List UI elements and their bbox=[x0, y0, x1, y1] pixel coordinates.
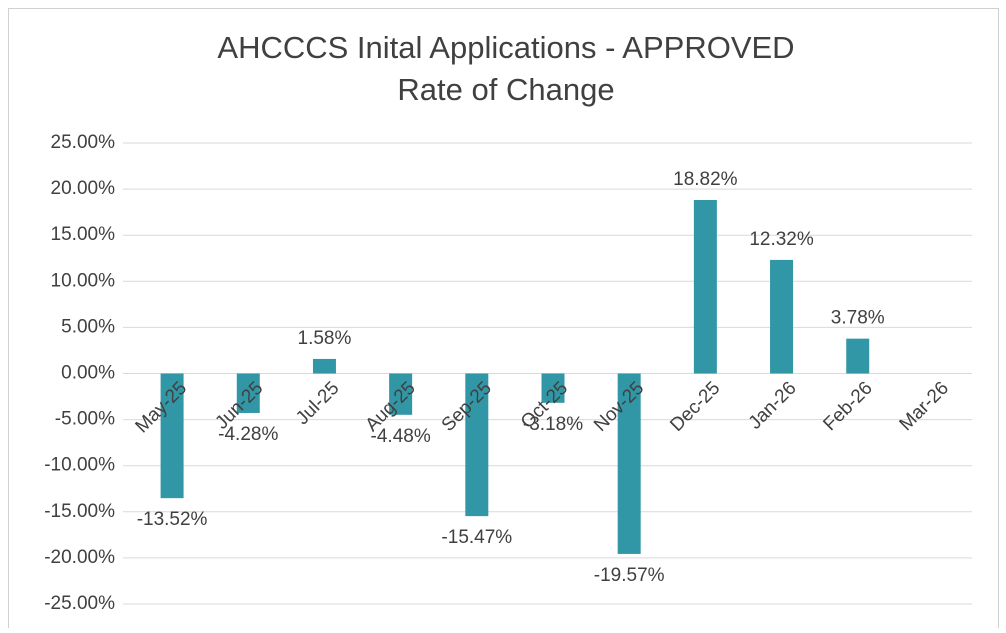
data-label: -13.52% bbox=[137, 509, 208, 530]
data-label: -4.48% bbox=[371, 426, 431, 447]
data-label: 18.82% bbox=[673, 169, 738, 190]
bar bbox=[465, 373, 489, 517]
bar bbox=[312, 358, 336, 374]
bar bbox=[846, 338, 870, 374]
data-label: 3.78% bbox=[831, 308, 885, 329]
y-tick-label: 25.00% bbox=[51, 132, 116, 153]
y-tick-label: 20.00% bbox=[51, 178, 116, 199]
bar bbox=[389, 373, 413, 415]
bar bbox=[236, 373, 260, 413]
data-label: -3.18% bbox=[523, 414, 583, 435]
bar bbox=[617, 373, 641, 554]
data-label: -4.28% bbox=[218, 424, 278, 445]
y-tick-label: 0.00% bbox=[61, 363, 115, 384]
y-tick-label: -10.00% bbox=[44, 455, 115, 476]
y-tick-label: -25.00% bbox=[44, 593, 115, 614]
chart-title: Rate of Change bbox=[397, 72, 614, 107]
data-label: 12.32% bbox=[749, 229, 814, 250]
bar bbox=[541, 373, 565, 403]
bar bbox=[770, 259, 794, 374]
y-tick-label: -20.00% bbox=[44, 547, 115, 568]
y-tick-label: 5.00% bbox=[61, 316, 115, 337]
chart-title: AHCCCS Inital Applications - APPROVED bbox=[217, 30, 794, 65]
y-tick-label: 15.00% bbox=[51, 224, 116, 245]
y-tick-label: -5.00% bbox=[55, 409, 115, 430]
chart-border bbox=[8, 8, 999, 633]
y-tick-label: 10.00% bbox=[51, 270, 116, 291]
data-label: -15.47% bbox=[441, 527, 512, 548]
y-tick-label: -15.00% bbox=[44, 501, 115, 522]
data-label: 1.58% bbox=[298, 328, 352, 349]
bar bbox=[160, 373, 184, 499]
bar bbox=[693, 199, 717, 374]
data-label: -19.57% bbox=[594, 565, 665, 586]
